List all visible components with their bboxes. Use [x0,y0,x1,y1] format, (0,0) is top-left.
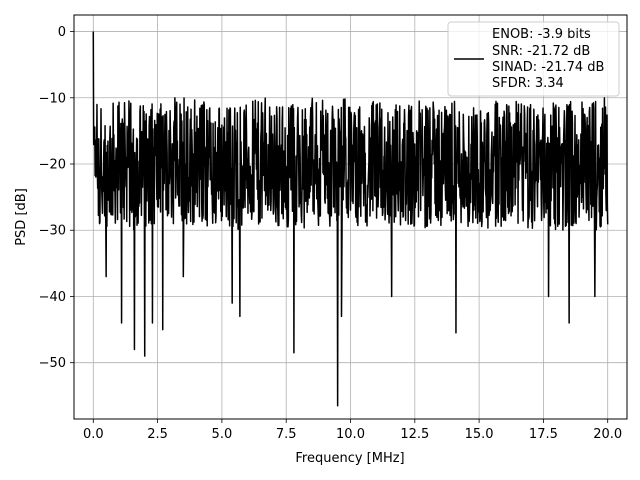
legend-sfdr: SFDR: 3.34 [492,76,564,91]
x-tick-label: 10.0 [336,427,365,442]
x-tick-label: 7.5 [276,427,297,442]
x-tick-label: 17.5 [529,427,558,442]
psd-series-line [92,31,609,407]
legend-enob: ENOB: -3.9 bits [492,27,591,42]
legend-sinad: SINAD: -21.74 dB [492,60,604,75]
legend-box [447,21,620,97]
y-tick-label: −30 [39,224,66,239]
x-tick-label: 2.5 [147,427,168,442]
y-axis-label: PSD [dB] [14,188,29,246]
x-tick-label: 0.0 [83,427,104,442]
x-tick-label: 20.0 [593,427,622,442]
x-tick-label: 12.5 [400,427,429,442]
legend-snr: SNR: -21.72 dB [492,44,590,59]
y-tick-label: −20 [39,158,66,173]
y-tick-label: −40 [39,290,66,305]
legend: ENOB: -3.9 bits SNR: -21.72 dB SINAD: -2… [447,21,620,97]
x-axis-label: Frequency [MHz] [295,451,404,466]
x-tick-label: 5.0 [212,427,233,442]
y-axis-ticks: 0 −10 −20 −30 −40 −50 [39,25,74,371]
y-tick-label: −50 [39,356,66,371]
plot-area [92,31,609,407]
x-tick-label: 15.0 [465,427,494,442]
y-tick-label: −10 [39,91,66,106]
x-axis-ticks: 0.0 2.5 5.0 7.5 10.0 12.5 15.0 17.5 20.0 [83,419,622,442]
y-tick-label: 0 [58,25,66,40]
